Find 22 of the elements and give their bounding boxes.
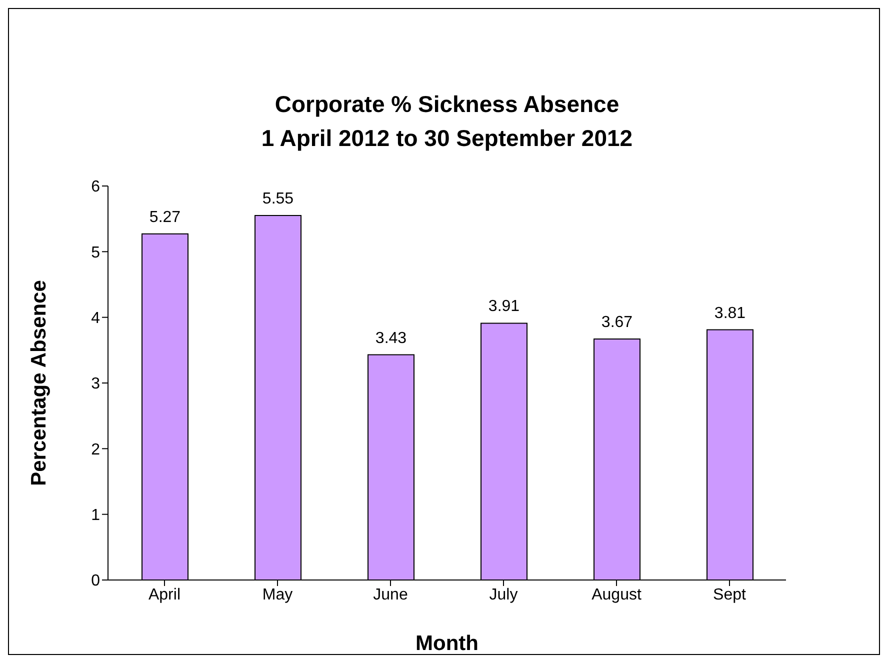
data-label: 3.43 [375, 330, 407, 347]
chart-title: Corporate % Sickness Absence 1 April 2012 to 30 September 2012 [260, 90, 634, 153]
data-label: 3.67 [601, 314, 633, 332]
x-tick-label: April [148, 586, 181, 604]
y-tick-label: 3 [91, 376, 100, 393]
y-tick-label: 5 [91, 244, 100, 262]
x-tick-label: Sept [713, 586, 747, 604]
x-tick-label: May [262, 586, 293, 604]
y-tick-label: 1 [91, 507, 100, 524]
x-axis-title: Month [416, 632, 478, 655]
y-tick-label: 6 [91, 178, 100, 196]
y-tick-label: 2 [91, 441, 100, 458]
y-axis-title: Percentage Absence [27, 280, 50, 486]
x-tick-label: July [489, 586, 518, 604]
x-tick-label: August [592, 586, 642, 604]
x-tick-label: June [373, 586, 408, 604]
data-label: 3.81 [714, 304, 746, 322]
y-tick-label: 4 [91, 310, 100, 328]
y-tick-label: 0 [91, 572, 100, 590]
data-label: 3.91 [488, 298, 520, 316]
data-label: 5.27 [149, 208, 181, 226]
data-label: 5.55 [262, 190, 294, 208]
